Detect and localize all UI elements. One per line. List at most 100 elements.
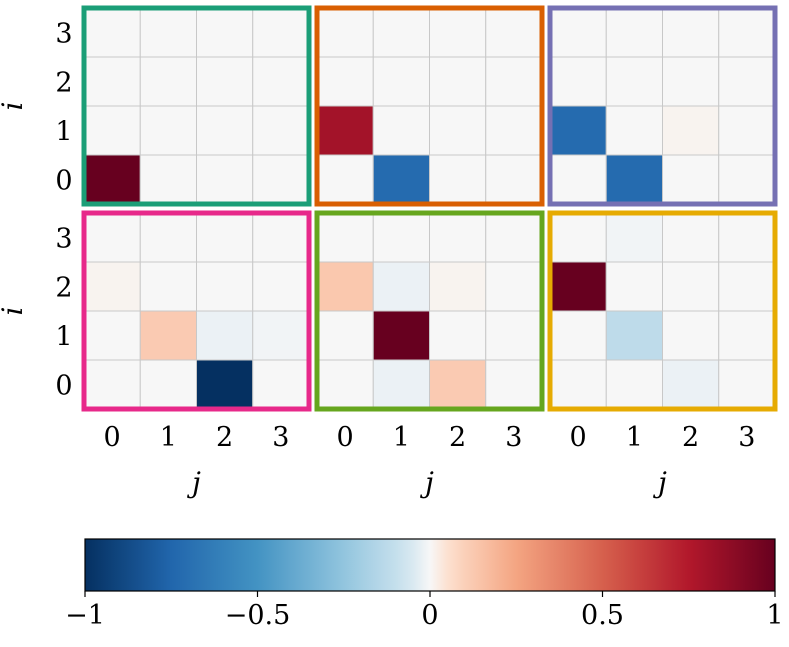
colorbar: −1 −0.5 0 0.5 1	[65, 538, 784, 631]
panel-border-3	[547, 5, 778, 207]
heatmap-cell-p5-i2-j0	[316, 261, 374, 312]
heatmap-cell-p1-i0-j2	[196, 154, 254, 205]
heatmap-cell-p1-i1-j0	[83, 105, 141, 156]
heatmap-cell-p2-i2-j2	[429, 56, 487, 107]
y-tick-label-row1-2: 2	[55, 68, 72, 99]
heatmap-cell-p2-i1-j2	[429, 105, 487, 156]
heatmap-cell-p6-i0-j1	[605, 359, 663, 410]
heatmap-cell-p1-i2-j0	[83, 56, 141, 107]
heatmap-cell-p4-i1-j1	[139, 310, 197, 361]
heatmap-cell-p1-i0-j0	[83, 154, 141, 205]
heatmap-cell-p1-i2-j3	[252, 56, 310, 107]
x-tick-label-col3-3: 3	[738, 422, 755, 453]
heatmap-cell-p6-i1-j3	[718, 310, 776, 361]
heatmap-cell-p2-i1-j3	[485, 105, 543, 156]
heatmap-cell-p4-i2-j3	[252, 261, 310, 312]
heatmap-cell-p4-i3-j1	[139, 212, 197, 263]
heatmap-cell-p1-i2-j1	[139, 56, 197, 107]
colorbar-tick-label-1: −0.5	[225, 600, 291, 631]
heatmap-cell-p2-i3-j2	[429, 7, 487, 58]
x-tick-label-col3-1: 1	[626, 422, 643, 453]
heatmap-cell-p5-i2-j3	[485, 261, 543, 312]
colorbar-tick-label-3: 0.5	[581, 600, 624, 631]
heatmap-cell-p2-i3-j1	[372, 7, 430, 58]
x-tick-label-col2-1: 1	[393, 422, 410, 453]
y-axis-label-row1: i	[0, 102, 29, 111]
heatmap-cell-p2-i3-j3	[485, 7, 543, 58]
heatmap-cell-p3-i0-j0	[549, 154, 607, 205]
heatmap-cell-p4-i0-j0	[83, 359, 141, 410]
heatmap-cell-p1-i1-j3	[252, 105, 310, 156]
heatmap-cell-p3-i3-j2	[662, 7, 720, 58]
heatmap-cell-p5-i0-j1	[372, 359, 430, 410]
heatmap-cell-p1-i3-j0	[83, 7, 141, 58]
heatmap-panel-3	[547, 5, 778, 207]
y-tick-label-row1-0: 0	[55, 166, 72, 197]
y-tick-label-row2-0: 0	[55, 371, 72, 402]
x-tick-label-col1-2: 2	[216, 422, 233, 453]
heatmap-panel-5	[314, 210, 545, 412]
heatmap-cell-p5-i2-j2	[429, 261, 487, 312]
x-tick-label-col2-2: 2	[449, 422, 466, 453]
heatmap-cell-p3-i1-j3	[718, 105, 776, 156]
x-axis-label-col3: j	[652, 466, 667, 499]
heatmap-cell-p3-i3-j3	[718, 7, 776, 58]
heatmap-cell-p5-i1-j1	[372, 310, 430, 361]
heatmap-cell-p5-i3-j3	[485, 212, 543, 263]
heatmap-cell-p4-i2-j2	[196, 261, 254, 312]
x-axis-label-col2: j	[419, 466, 434, 499]
heatmap-cell-p6-i1-j0	[549, 310, 607, 361]
heatmap-cell-p5-i0-j0	[316, 359, 374, 410]
heatmap-cell-p1-i0-j3	[252, 154, 310, 205]
y-tick-label-row2-3: 3	[55, 224, 72, 255]
heatmap-cell-p5-i1-j2	[429, 310, 487, 361]
heatmap-panel-2	[314, 5, 545, 207]
panel-border-6	[547, 210, 778, 412]
panel-border-1	[81, 5, 312, 207]
colorbar-tick-label-4: 1	[766, 600, 783, 631]
heatmap-cell-p6-i3-j1	[605, 212, 663, 263]
heatmap-cell-p3-i1-j0	[549, 105, 607, 156]
axes-layer: 0 1 2 3 i 0 1 2 3 i 0 1 2 3 j 0 1 2 3 j 0 1 2 3 j	[0, 19, 755, 500]
heatmap-cell-p3-i2-j1	[605, 56, 663, 107]
x-tick-label-col2-3: 3	[505, 422, 522, 453]
colorbar-tick-label-0: −1	[65, 600, 105, 631]
heatmap-cell-p2-i0-j0	[316, 154, 374, 205]
heatmap-cell-p6-i0-j3	[718, 359, 776, 410]
heatmap-cell-p5-i3-j0	[316, 212, 374, 263]
heatmap-cell-p3-i3-j1	[605, 7, 663, 58]
heatmap-cell-p2-i2-j0	[316, 56, 374, 107]
heatmap-cell-p1-i3-j1	[139, 7, 197, 58]
heatmap-cell-p4-i1-j0	[83, 310, 141, 361]
heatmap-cell-p4-i3-j2	[196, 212, 254, 263]
colorbar-tick-label-2: 0	[421, 600, 438, 631]
heatmap-cell-p6-i3-j0	[549, 212, 607, 263]
heatmap-cell-p6-i3-j3	[718, 212, 776, 263]
heatmap-cell-p4-i2-j1	[139, 261, 197, 312]
y-tick-label-row2-2: 2	[55, 273, 72, 304]
panels-layer	[81, 5, 778, 412]
x-tick-label-col1-1: 1	[160, 422, 177, 453]
x-tick-label-col1-3: 3	[272, 422, 289, 453]
heatmap-cell-p5-i2-j1	[372, 261, 430, 312]
heatmap-cell-p1-i1-j1	[139, 105, 197, 156]
heatmap-cell-p2-i1-j1	[372, 105, 430, 156]
heatmap-cell-p4-i2-j0	[83, 261, 141, 312]
x-tick-label-col3-2: 2	[682, 422, 699, 453]
heatmap-cell-p4-i0-j2	[196, 359, 254, 410]
heatmap-cell-p5-i0-j2	[429, 359, 487, 410]
heatmap-cell-p1-i3-j2	[196, 7, 254, 58]
x-tick-label-col2-0: 0	[337, 422, 354, 453]
heatmap-cell-p2-i0-j2	[429, 154, 487, 205]
heatmap-panel-1	[81, 5, 312, 207]
heatmap-cell-p2-i2-j3	[485, 56, 543, 107]
heatmap-cell-p3-i3-j0	[549, 7, 607, 58]
panel-border-2	[314, 5, 545, 207]
heatmap-cell-p5-i0-j3	[485, 359, 543, 410]
heatmap-cell-p4-i1-j2	[196, 310, 254, 361]
heatmap-cell-p3-i0-j3	[718, 154, 776, 205]
panel-border-4	[81, 210, 312, 412]
heatmap-cell-p3-i0-j1	[605, 154, 663, 205]
